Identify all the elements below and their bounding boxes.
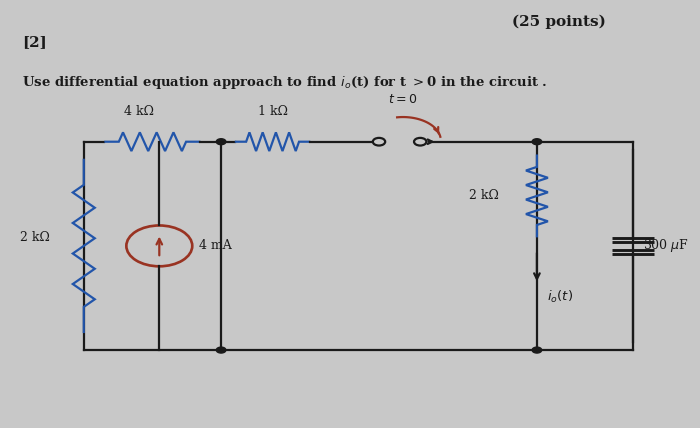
Circle shape <box>532 347 542 353</box>
Text: Use differential equation approach to find $i_o$(t) for t $>$0 in the circuit .: Use differential equation approach to fi… <box>22 74 547 91</box>
Text: 2 kΩ: 2 kΩ <box>20 231 50 244</box>
Text: 1 kΩ: 1 kΩ <box>258 105 288 119</box>
Text: 300 $\mu$F: 300 $\mu$F <box>643 238 690 254</box>
Circle shape <box>532 139 542 145</box>
Circle shape <box>216 139 226 145</box>
Text: 2 kΩ: 2 kΩ <box>469 190 499 202</box>
Text: 4 mA: 4 mA <box>199 239 232 253</box>
Text: [2]: [2] <box>22 36 47 49</box>
Circle shape <box>216 347 226 353</box>
Text: 4 kΩ: 4 kΩ <box>124 105 154 119</box>
Text: $i_o(t)$: $i_o(t)$ <box>547 288 573 304</box>
Text: (25 points): (25 points) <box>512 14 606 29</box>
Text: $t = 0$: $t = 0$ <box>389 93 418 106</box>
